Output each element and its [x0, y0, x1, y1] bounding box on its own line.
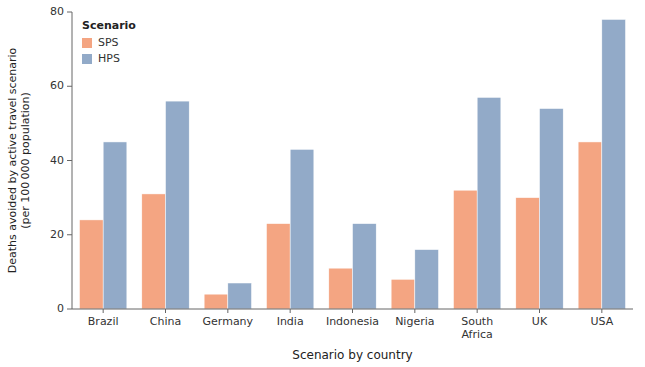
x-tick-label: UK — [532, 315, 548, 328]
bar — [166, 101, 190, 309]
bar — [453, 190, 477, 309]
bar — [516, 198, 540, 309]
bar — [204, 294, 228, 309]
y-tick — [67, 160, 72, 161]
x-tick — [601, 309, 602, 313]
x-tick — [477, 309, 478, 313]
bars — [79, 19, 625, 309]
legend-title: Scenario — [82, 19, 136, 32]
y-tick-label: 80 — [50, 5, 64, 18]
y-tick-label: 0 — [57, 302, 64, 315]
chart: 0 20 40 60 80 Brazil China Germany India Indonesi… — [0, 0, 645, 367]
legend-swatch — [82, 38, 92, 48]
bar — [266, 224, 290, 309]
bar — [353, 224, 377, 309]
x-tick — [539, 309, 540, 313]
x-tick — [227, 309, 228, 313]
bar — [578, 142, 602, 309]
bar — [540, 109, 564, 309]
bar — [142, 194, 166, 309]
bar — [290, 149, 314, 309]
x-axis-label: Scenario by country — [292, 348, 412, 362]
y-tick-label: 60 — [50, 79, 64, 92]
bar — [391, 279, 415, 309]
bar — [415, 250, 439, 309]
bar — [602, 19, 626, 309]
x-tick — [103, 309, 104, 313]
x-tick-label: Indonesia — [326, 315, 379, 328]
legend-label: HPS — [98, 52, 120, 65]
x-tick — [352, 309, 353, 313]
x-tick-label: SouthAfrica — [461, 315, 493, 341]
x-tick-label: India — [277, 315, 304, 328]
x-tick — [165, 309, 166, 313]
legend-label: SPS — [98, 36, 119, 49]
x-tick-label: Germany — [203, 315, 254, 328]
bar — [477, 97, 501, 309]
y-tick — [67, 309, 72, 310]
bar — [79, 220, 103, 309]
bar — [103, 142, 127, 309]
x-tick-label: Nigeria — [395, 315, 434, 328]
legend: Scenario SPS HPS — [82, 19, 136, 65]
y-tick — [67, 12, 72, 13]
x-tick-label: USA — [590, 315, 613, 328]
x-tick — [414, 309, 415, 313]
x-tick-label: Brazil — [88, 315, 119, 328]
x-tick-label: China — [150, 315, 181, 328]
legend-swatch — [82, 54, 92, 64]
y-tick-label: 40 — [50, 154, 64, 167]
y-tick — [67, 86, 72, 87]
y-axis-label: Deaths avoided by active travel scenario… — [6, 47, 32, 273]
x-tick — [290, 309, 291, 313]
bar — [228, 283, 252, 309]
y-tick — [67, 234, 72, 235]
y-tick-label: 20 — [50, 228, 64, 241]
bar — [329, 268, 353, 309]
